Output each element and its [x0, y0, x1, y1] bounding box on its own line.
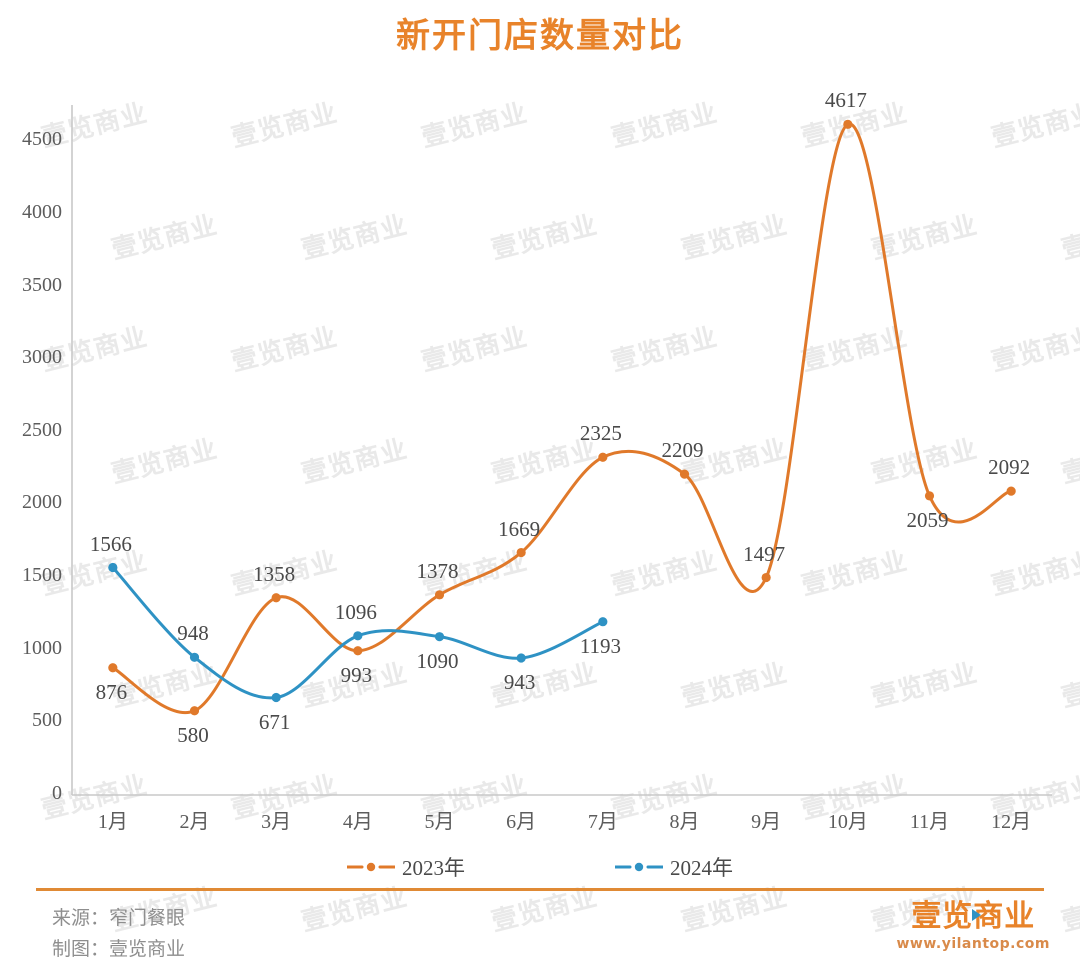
data-point-label: 1378	[416, 558, 459, 583]
data-point-label: 1566	[89, 531, 132, 556]
data-point[interactable]	[679, 469, 690, 479]
data-point-label: 1669	[498, 516, 541, 541]
legend-item-2023[interactable]: 2023年	[347, 852, 465, 882]
data-point-label: 2092	[988, 455, 1031, 480]
data-point-label: 948	[177, 621, 209, 646]
y-tick-label: 0	[52, 782, 62, 804]
y-tick-label: 4500	[22, 128, 62, 151]
x-tick-label: 9月	[751, 811, 782, 833]
play-triangle-icon	[971, 909, 981, 921]
brand-logo: 壹览商业 www.yilantop.com	[896, 900, 1050, 953]
x-tick-label: 10月	[827, 811, 868, 833]
y-tick-label: 1500	[22, 564, 62, 587]
page-title: 新开门店数量对比	[396, 16, 684, 56]
data-point[interactable]	[108, 562, 118, 573]
x-tick-label: 6月	[506, 811, 537, 833]
x-tick-label: 8月	[669, 811, 700, 833]
data-point[interactable]	[761, 572, 771, 583]
data-point-label: 2209	[661, 438, 704, 463]
chart-axes	[71, 105, 1052, 796]
data-point[interactable]	[598, 617, 608, 627]
legend-line-marker-2023	[347, 862, 395, 872]
data-point[interactable]	[516, 653, 526, 663]
legend-label-2024: 2024年	[670, 856, 733, 880]
data-point[interactable]	[843, 119, 853, 129]
footer-attribution: 来源：窄门餐眼 制图：壹览商业	[52, 903, 185, 965]
x-tick-label: 4月	[342, 811, 373, 833]
data-point[interactable]	[353, 646, 363, 656]
y-tick-label: 500	[32, 709, 62, 732]
brand-url: www.yilantop.com	[896, 936, 1050, 952]
y-tick-label: 3500	[22, 273, 62, 296]
y-axis-tick-labels: 0 500 1000 1500 2000 2500 3000 3500 4000 4500	[0, 0, 62, 972]
footer-divider	[36, 888, 1044, 891]
footer-source-line: 来源：窄门餐眼	[52, 907, 186, 929]
data-point[interactable]	[271, 593, 281, 603]
y-tick-label: 2500	[22, 418, 62, 441]
chart-legend: 2023年 2024年	[0, 852, 1080, 882]
x-tick-label: 11月	[909, 811, 950, 833]
data-point[interactable]	[189, 652, 200, 662]
y-tick-label: 4000	[22, 200, 62, 223]
data-point-label: 2059	[906, 507, 949, 532]
data-point[interactable]	[271, 692, 281, 703]
data-point-label: 1497	[743, 541, 786, 566]
data-point-label: 1358	[253, 561, 296, 586]
data-point[interactable]	[516, 547, 526, 558]
data-point-label: 1096	[334, 599, 377, 624]
x-tick-label: 2月	[179, 811, 210, 833]
legend-line-marker-2024	[615, 862, 663, 872]
data-point-label: 4617	[824, 88, 867, 113]
y-tick-label: 3000	[22, 346, 62, 369]
data-point-label: 2325	[579, 421, 622, 446]
brand-name: 壹览商业	[896, 900, 1050, 934]
data-point-label: 1193	[579, 633, 622, 658]
data-point[interactable]	[924, 491, 935, 501]
data-point-label: 1090	[416, 648, 459, 673]
footer-credit-line: 制图：壹览商业	[52, 938, 186, 960]
data-point-label: 943	[503, 670, 536, 695]
x-tick-label: 5月	[424, 811, 455, 833]
series-line	[111, 122, 1013, 715]
data-point[interactable]	[1006, 486, 1016, 496]
data-point[interactable]	[434, 590, 445, 600]
data-point-label: 580	[177, 722, 209, 747]
y-tick-label: 1000	[22, 636, 62, 659]
y-tick-label: 2000	[22, 491, 62, 514]
data-point[interactable]	[108, 663, 118, 673]
x-tick-label: 7月	[587, 811, 618, 833]
data-point[interactable]	[189, 706, 200, 716]
data-point[interactable]	[434, 632, 445, 642]
legend-item-2024[interactable]: 2024年	[615, 852, 733, 882]
legend-label-2023: 2023年	[402, 856, 465, 880]
data-point[interactable]	[353, 631, 363, 641]
data-point[interactable]	[598, 452, 608, 462]
data-point-label: 671	[258, 709, 291, 734]
x-tick-label: 1月	[97, 811, 128, 833]
x-tick-label: 3月	[261, 811, 292, 833]
x-tick-label: 12月	[991, 811, 1032, 833]
data-point-label: 993	[340, 662, 373, 687]
x-axis-tick-labels: 1月 2月 3月 4月 5月 6月 7月 8月 9月 10月 11月 12月	[0, 805, 1080, 845]
data-point-label: 876	[95, 679, 128, 704]
chart-series	[108, 119, 1016, 716]
